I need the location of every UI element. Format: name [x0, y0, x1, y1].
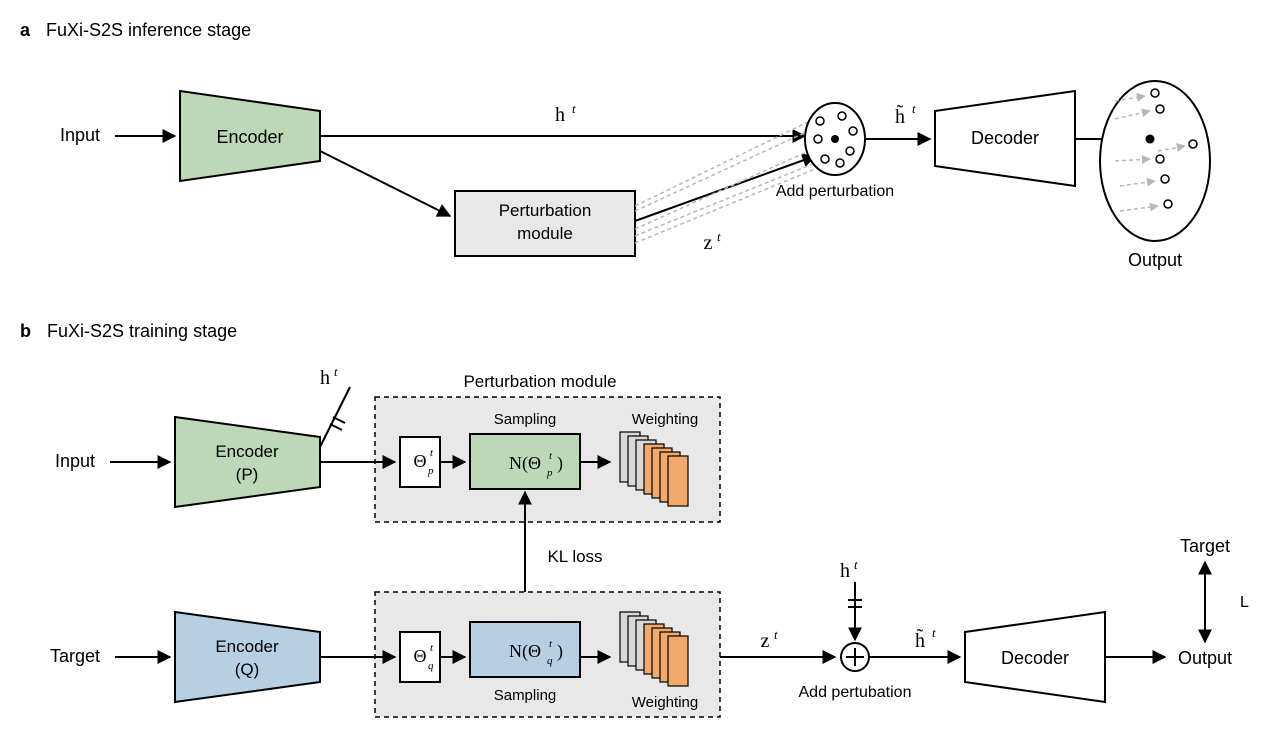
panel-a-header: a FuXi-S2S inference stage — [20, 20, 1254, 41]
svg-text:h: h — [320, 367, 330, 389]
kl-loss-label: KL loss — [547, 547, 602, 566]
svg-text:t: t — [932, 625, 936, 640]
svg-text:(P): (P) — [236, 465, 259, 484]
svg-text:Encoder: Encoder — [215, 637, 279, 656]
encoder-text: Encoder — [216, 127, 283, 147]
svg-text:p: p — [546, 467, 553, 479]
zt-label-b: z — [761, 630, 770, 652]
output-label: Output — [1128, 250, 1182, 270]
ht-tilde-b: h̃ — [915, 627, 925, 652]
ht-label: h — [555, 104, 565, 126]
panel-a-title: FuXi-S2S inference stage — [46, 20, 251, 41]
perturb-module-label: Perturbation module — [463, 372, 616, 391]
svg-text:Sampling: Sampling — [494, 411, 557, 428]
svg-text:q: q — [547, 655, 553, 667]
panel-b-header: b FuXi-S2S training stage — [20, 321, 1254, 342]
output-label-b: Output — [1178, 648, 1232, 668]
svg-text:t: t — [572, 101, 576, 116]
svg-text:Θ: Θ — [414, 451, 427, 471]
ht-tilde-label: h̃ — [895, 103, 905, 128]
encoder-q — [175, 612, 320, 702]
addperturb-label-b: Add pertubation — [799, 684, 912, 701]
perturb-text1: Perturbation — [499, 201, 592, 220]
svg-text:Decoder: Decoder — [1001, 648, 1069, 668]
panel-b-label: b — [20, 321, 31, 342]
panel-a-label: a — [20, 20, 30, 41]
svg-text:N(Θ: N(Θ — [509, 641, 541, 662]
svg-text:t: t — [854, 557, 858, 572]
svg-text:Θ: Θ — [414, 646, 427, 666]
svg-text:): ) — [557, 453, 563, 474]
addperturb-label: Add perturbation — [776, 183, 894, 200]
target-label-b: Target — [50, 646, 100, 666]
svg-text:p: p — [427, 465, 434, 477]
svg-text:Encoder: Encoder — [215, 442, 279, 461]
svg-text:N(Θ: N(Θ — [509, 453, 541, 474]
svg-text:t: t — [717, 229, 721, 244]
panel-b-title: FuXi-S2S training stage — [47, 321, 237, 342]
perturb-text2: module — [517, 224, 573, 243]
encoder-p — [175, 417, 320, 507]
ht-branch-top: h t — [320, 364, 350, 447]
l1-loss-label: L1 loss — [1240, 594, 1250, 611]
svg-text:t: t — [774, 627, 778, 642]
diagram-b: h t Perturbation module Input Encoder (P… — [20, 352, 1250, 732]
target-out-label: Target — [1180, 536, 1230, 556]
svg-text:t: t — [912, 101, 916, 116]
svg-text:Weighting: Weighting — [632, 411, 698, 428]
decoder-text: Decoder — [971, 128, 1039, 148]
input-label: Input — [60, 125, 100, 145]
diagram-a: Input Encoder h t Perturbation module z … — [20, 51, 1250, 311]
svg-text:q: q — [428, 660, 434, 672]
svg-text:(Q): (Q) — [235, 660, 260, 679]
svg-text:Weighting: Weighting — [632, 694, 698, 711]
input-label-b: Input — [55, 451, 95, 471]
ht-into-plus: h t — [840, 557, 862, 640]
svg-text:Sampling: Sampling — [494, 687, 557, 704]
edge-encoder-perturb — [320, 151, 450, 216]
svg-text:): ) — [557, 641, 563, 662]
svg-text:t: t — [334, 364, 338, 379]
zt-label: z — [704, 232, 713, 254]
svg-text:h: h — [840, 560, 850, 582]
